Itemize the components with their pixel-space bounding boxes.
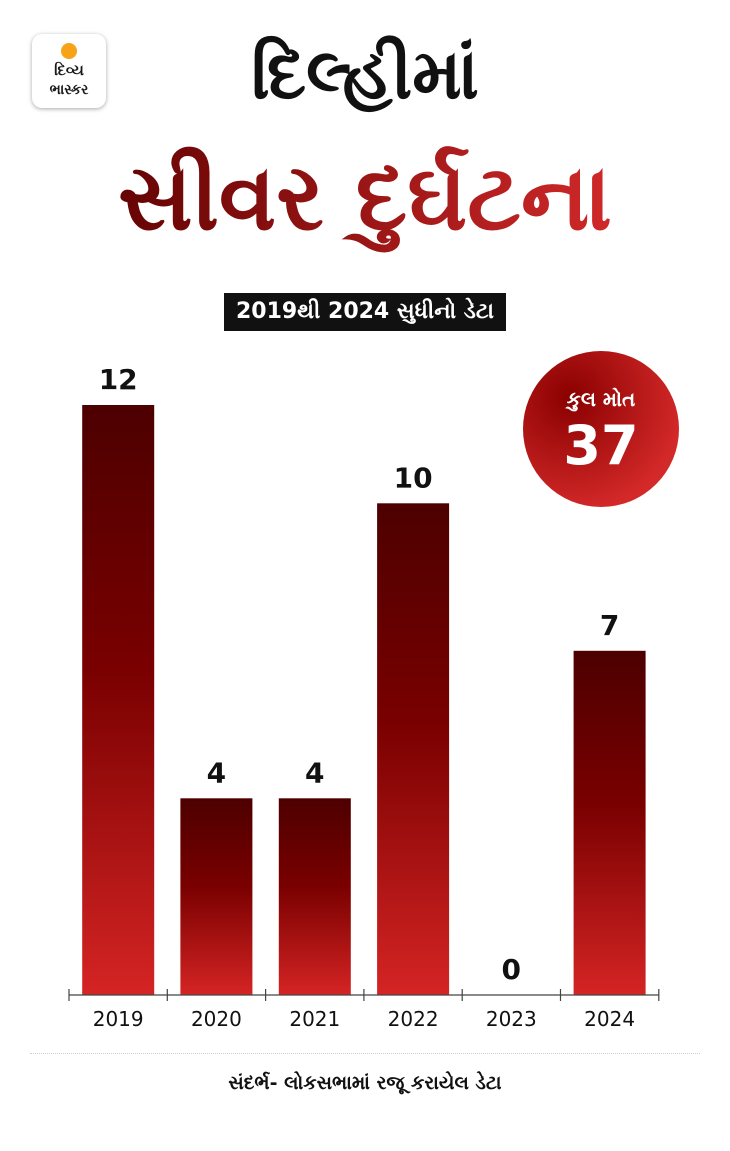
logo-text-line2: ભાસ્કર [49, 82, 89, 98]
data-label-2024: 7 [600, 609, 619, 642]
data-label-2019: 12 [99, 363, 138, 396]
source-note: સંદર્ભ- લોકસભામાં રજૂ કરાયેલ ડેટા [228, 1072, 502, 1094]
divider [30, 1053, 700, 1054]
title-line2: સીવર દુર્ઘટના [0, 140, 730, 255]
x-tick-label-2024: 2024 [584, 1007, 635, 1031]
total-deaths-badge: કુલ મોત 37 [523, 351, 679, 507]
subtitle-banner: 2019થી 2024 સુધીનો ડેટા [223, 293, 507, 332]
data-label-2021: 4 [305, 756, 324, 789]
bar-2022 [377, 503, 450, 995]
x-tick-label-2021: 2021 [289, 1007, 340, 1031]
data-label-2022: 10 [394, 461, 433, 494]
bar-chart: 12 4 4 10 0 7 2019 2020 2021 2022 2023 2024 [68, 363, 660, 1031]
x-tick-label-2023: 2023 [486, 1007, 537, 1031]
x-tick-label-2022: 2022 [388, 1007, 439, 1031]
bar-2024 [573, 650, 646, 995]
brand-logo: દિવ્ય ભાસ્કર [32, 34, 106, 108]
total-label: કુલ મોત [566, 387, 636, 411]
bar-2019 [82, 405, 155, 995]
bar-2020 [180, 798, 253, 995]
total-value: 37 [563, 414, 639, 477]
title-line1: દિલ્હીમાં [251, 33, 479, 115]
logo-text-line1: દિવ્ય [54, 61, 84, 79]
data-label-2020: 4 [207, 756, 226, 789]
x-tick-label-2020: 2020 [191, 1007, 242, 1031]
sun-icon [61, 43, 77, 59]
x-tick-label-2019: 2019 [93, 1007, 144, 1031]
data-label-2023: 0 [502, 953, 521, 986]
bar-2021 [278, 798, 351, 995]
